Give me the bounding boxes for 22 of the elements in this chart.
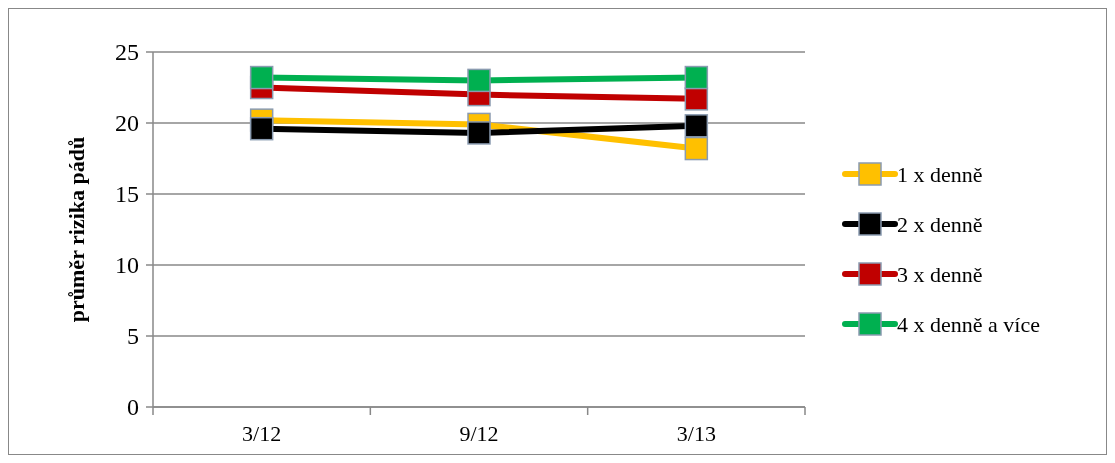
y-tick-label: 15 bbox=[115, 181, 139, 208]
legend-label: 2 x denně bbox=[897, 211, 983, 237]
point bbox=[467, 68, 491, 93]
y-tick-label: 5 bbox=[127, 323, 139, 350]
y-axis-title: průměr rizika pádů bbox=[64, 136, 89, 323]
y-tick-label: 0 bbox=[127, 394, 139, 421]
x-tick-label: 3/12 bbox=[242, 421, 282, 446]
legend-label: 3 x denně bbox=[897, 261, 983, 287]
point bbox=[467, 121, 491, 145]
legend-label: 4 x denně a více bbox=[897, 311, 1040, 337]
y-tick-label: 20 bbox=[115, 110, 139, 137]
point bbox=[249, 116, 274, 141]
point bbox=[249, 65, 274, 90]
point bbox=[684, 136, 709, 161]
point bbox=[684, 114, 709, 138]
point bbox=[684, 87, 709, 111]
x-tick-label: 3/13 bbox=[676, 421, 716, 446]
y-tick-label: 25 bbox=[115, 39, 139, 66]
legend-label: 1 x denně bbox=[897, 161, 983, 187]
point bbox=[684, 65, 709, 90]
x-tick-label: 9/12 bbox=[459, 421, 499, 446]
y-tick-label: 10 bbox=[115, 252, 139, 279]
